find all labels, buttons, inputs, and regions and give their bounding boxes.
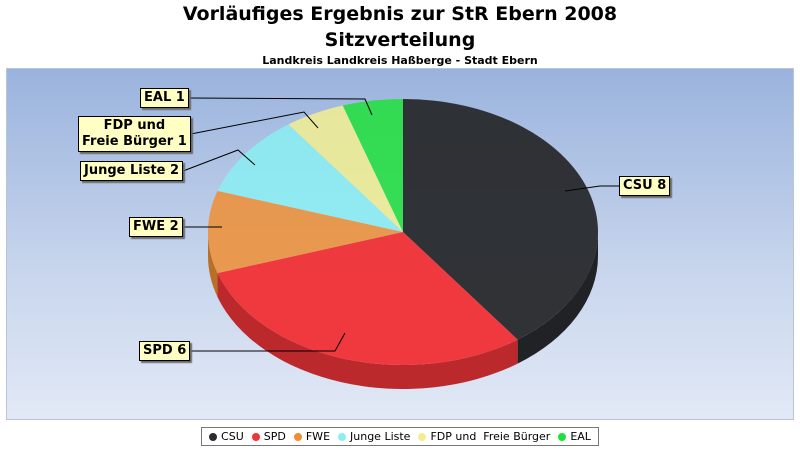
- legend-item-eal: EAL: [558, 430, 591, 443]
- legend-label: Junge Liste: [350, 430, 411, 443]
- data-label-line: Junge Liste 2: [84, 163, 180, 178]
- chart-region-subtitle: Landkreis Landkreis Haßberge - Stadt Ebe…: [262, 54, 538, 67]
- legend-marker-icon: [293, 432, 302, 441]
- slice-junge-liste[interactable]: [217, 124, 403, 232]
- legend-label: FDP und Freie Bürger: [430, 430, 551, 443]
- leader-line-junge-liste: [182, 149, 256, 172]
- data-label-line: EAL 1: [144, 90, 185, 105]
- legend-label: FWE: [305, 430, 331, 443]
- legend-marker-icon: [251, 432, 260, 441]
- leader-line-spd: [190, 332, 346, 352]
- legend-label: EAL: [570, 430, 591, 443]
- legend-label: CSU: [221, 430, 244, 443]
- data-label-fdp-und-freie-b-rger: FDP und Freie Bürger 1: [78, 116, 191, 152]
- slice-csu[interactable]: [403, 99, 599, 340]
- legend-label: SPD: [263, 430, 286, 443]
- data-label-junge-liste: Junge Liste 2: [80, 161, 184, 181]
- legend-marker-icon: [209, 432, 218, 441]
- data-label-line: CSU 8: [623, 178, 667, 193]
- data-label-line: Freie Bürger 1: [82, 134, 187, 149]
- data-label-line: FDP und: [103, 118, 166, 133]
- legend-marker-icon: [558, 432, 567, 441]
- data-label-spd: SPD 6: [139, 341, 191, 361]
- data-label-line: FWE 2: [133, 219, 179, 234]
- leader-line-eal: [188, 97, 373, 116]
- slice-eal[interactable]: [342, 99, 403, 232]
- slice-side-spd: [217, 273, 518, 390]
- leader-line-csu: [564, 185, 619, 192]
- data-label-line: SPD 6: [143, 343, 187, 358]
- data-label-eal: EAL 1: [140, 88, 189, 108]
- data-label-fwe: FWE 2: [129, 217, 183, 237]
- chart-title: Vorläufiges Ergebnis zur StR Ebern 2008: [182, 3, 618, 25]
- slice-side-fwe: [208, 232, 218, 298]
- slice-spd[interactable]: [217, 232, 518, 366]
- legend-item-fwe: FWE: [293, 430, 331, 443]
- leader-line-fdp-und-freie-b-rger: [190, 111, 319, 135]
- chart-subtitle: Sitzverteilung: [324, 29, 476, 51]
- slice-side-csu: [517, 232, 598, 364]
- legend-item-fdp-und-freie-b-rger: FDP und Freie Bürger: [418, 430, 550, 443]
- legend-marker-icon: [338, 432, 347, 441]
- slice-fdp-und-freie-b-rger[interactable]: [288, 105, 403, 232]
- data-label-csu: CSU 8: [619, 176, 671, 196]
- slice-fwe[interactable]: [207, 190, 403, 274]
- legend-item-csu: CSU: [209, 430, 244, 443]
- legend-marker-icon: [418, 432, 427, 441]
- legend-item-spd: SPD: [251, 430, 286, 443]
- legend: CSU SPD FWE Junge Liste FDP und Freie Bürger…: [201, 427, 599, 446]
- legend-item-junge-liste: Junge Liste: [338, 430, 410, 443]
